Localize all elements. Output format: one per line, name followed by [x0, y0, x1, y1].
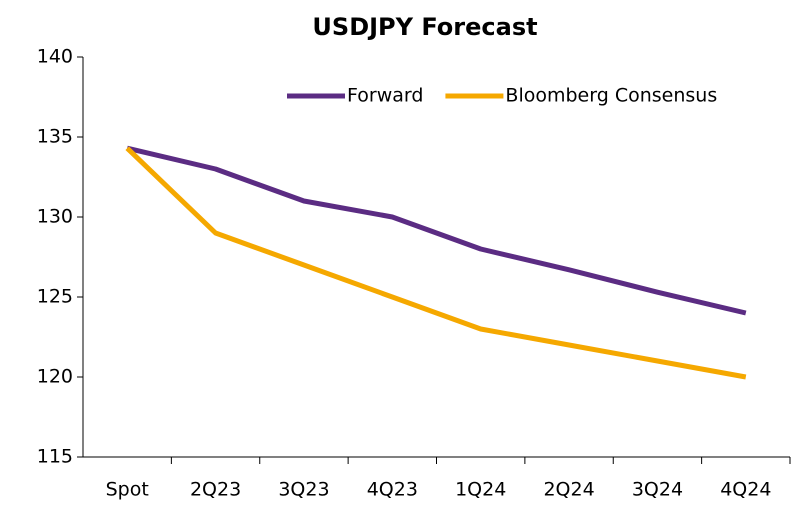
x-tick-label: 3Q23 — [278, 479, 329, 501]
y-tick-label: 140 — [37, 46, 73, 68]
legend-label: Forward — [347, 85, 423, 107]
y-tick-label: 135 — [37, 126, 73, 148]
x-tick-label: 4Q23 — [367, 479, 418, 501]
y-tick-label: 120 — [37, 366, 73, 388]
series-line — [126, 145, 747, 316]
legend-label: Bloomberg Consensus — [505, 85, 717, 107]
x-tick-label: 2Q24 — [543, 479, 594, 501]
y-tick-label: 115 — [37, 446, 73, 468]
y-tick-label: 125 — [37, 286, 73, 308]
chart-title: USDJPY Forecast — [312, 13, 537, 41]
x-tick-label: 2Q23 — [190, 479, 241, 501]
series-line — [125, 146, 747, 380]
x-tick-label: 4Q24 — [720, 479, 771, 501]
y-tick-label: 130 — [37, 206, 73, 228]
x-tick-label: 1Q24 — [455, 479, 506, 501]
x-tick-label: 3Q24 — [632, 479, 683, 501]
x-tick-label: Spot — [106, 479, 149, 501]
